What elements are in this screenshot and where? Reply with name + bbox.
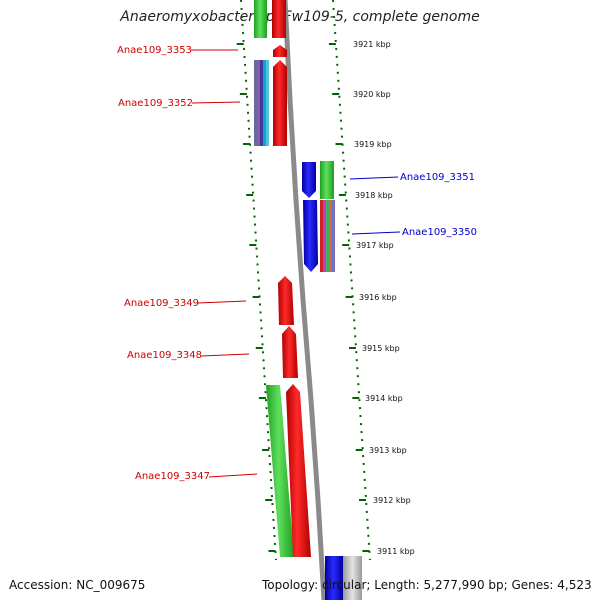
kbp-label: 3914 kbp [365,394,403,403]
tick-marks [236,43,370,552]
feature-top-red [272,0,286,38]
kbp-label: 3920 kbp [353,90,391,99]
strand-boundaries [240,0,371,561]
kbp-scale: 3921 kbp 3920 kbp 3919 kbp 3918 kbp 3917 kbp… [353,40,415,556]
feature-stripe [329,200,332,272]
gene-leader-line [351,231,401,235]
feature-stripe [320,200,323,272]
feature-stripe [263,60,266,146]
kbp-label: 3912 kbp [373,496,411,505]
gene-label[interactable]: Anae109_3351 [400,172,475,183]
gene-labels: Anae109_3353 Anae109_3352 Anae109_3351 Anae… [117,45,477,482]
genome-backbone [282,0,327,600]
feature-bottom-grey [343,556,362,600]
gene-label[interactable]: Anae109_3347 [135,471,210,482]
genome-title: Anaeromyxobacter sp. Fw109-5, complete g… [120,9,480,25]
feature-stripe [260,60,263,146]
kbp-label: 3917 kbp [356,241,394,250]
gene-label[interactable]: Anae109_3352 [118,98,193,109]
feature-bottom-blue [325,556,343,600]
feature-stripe [323,200,326,272]
feature-stripe [266,60,269,146]
gene-leader-line [208,473,258,478]
gene-cluster-anae109-3350 [303,200,335,272]
gene-label[interactable]: Anae109_3353 [117,45,192,56]
gene-leader-line [349,176,399,180]
feature-stripe [332,200,335,272]
gene-block-anae109-3347-green [266,385,294,557]
left-boundary [240,0,277,561]
gene-label[interactable]: Anae109_3350 [402,227,477,238]
gene-block-anae109-3351-green [320,161,334,199]
gene-arrow-anae109-3350 [303,200,318,272]
feature-stripe [257,60,260,146]
gene-leader-line [191,101,241,104]
feature-top-green [254,0,267,38]
gene-label[interactable]: Anae109_3349 [124,298,199,309]
gene-arrow-anae109-3347 [286,384,311,557]
topology-label: Topology: circular; Length: 5,277,990 bp… [262,578,592,592]
gene-arrow-anae109-3349 [278,276,294,325]
kbp-label: 3918 kbp [355,191,393,200]
gene-arrow-anae109-3352 [273,60,287,146]
gene-cluster-anae109-3352 [254,60,287,146]
feature-stripe [326,200,329,272]
gene-arrow-anae109-3353 [273,45,287,57]
gene-arrow-anae109-3348 [282,326,298,378]
kbp-label: 3915 kbp [362,344,400,353]
kbp-label: 3911 kbp [377,547,415,556]
gene-leader-line [200,353,250,357]
accession-label: Accession: NC_009675 [9,578,146,592]
kbp-label: 3921 kbp [353,40,391,49]
right-boundary [332,0,371,561]
gene-leader-line [197,300,247,304]
kbp-label: 3916 kbp [359,293,397,302]
gene-label[interactable]: Anae109_3348 [127,350,202,361]
kbp-label: 3919 kbp [354,140,392,149]
kbp-label: 3913 kbp [369,446,407,455]
feature-stripe [254,60,257,146]
gene-arrow-anae109-3351-blue [302,162,316,198]
